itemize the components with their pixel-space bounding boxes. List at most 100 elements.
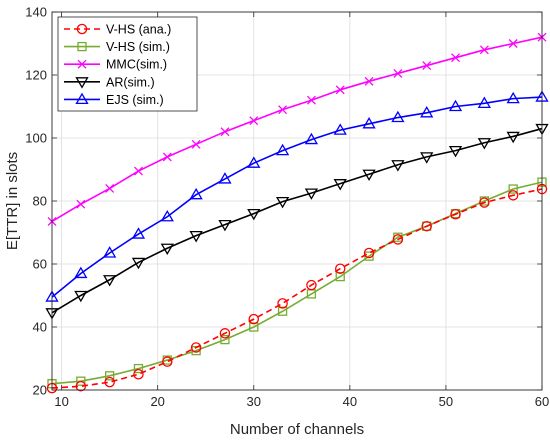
data-point [275, 196, 290, 209]
data-point [306, 95, 316, 105]
data-point [421, 220, 432, 232]
data-point [420, 152, 434, 164]
series-line [51, 181, 543, 385]
series-4 [45, 123, 549, 320]
y-axis-label: E[TTR] in slots [4, 152, 21, 250]
data-point [450, 208, 461, 220]
y-tick-label: 60 [33, 257, 47, 272]
data-point [304, 188, 319, 200]
data-point [506, 131, 520, 144]
data-point [104, 371, 115, 381]
data-point [162, 152, 172, 162]
y-tick-label: 40 [33, 320, 47, 335]
axis-ticks: 10 20 30 40 50 60 20 40 60 80 100 120 140 [25, 5, 549, 410]
series-1 [46, 183, 548, 394]
data-point [190, 342, 202, 353]
y-tick-label: 100 [25, 131, 47, 146]
x-tick-label: 10 [54, 394, 68, 409]
data-point [304, 132, 319, 145]
data-point [134, 166, 143, 176]
legend-entry: EJS (sim.) [64, 92, 164, 107]
data-point [247, 208, 261, 221]
legend-marker [75, 77, 89, 89]
data-point [448, 99, 463, 112]
data-point [218, 172, 232, 184]
legend-label: V-HS (sim.) [106, 40, 170, 54]
data-point [391, 110, 405, 123]
x-tick-label: 50 [439, 394, 453, 409]
grid [52, 11, 543, 391]
legend-label: AR(sim.) [106, 75, 155, 89]
legend-marker [77, 41, 87, 52]
data-point [76, 376, 86, 386]
data-point [75, 380, 87, 392]
data-point [189, 231, 203, 243]
legend-entry: V-HS (sim.) [64, 40, 170, 54]
x-tick-label: 30 [247, 394, 261, 409]
y-tick-label: 140 [25, 5, 47, 20]
data-point [334, 263, 346, 274]
data-point [477, 138, 491, 150]
legend-entry: AR(sim.) [64, 75, 155, 89]
data-point [74, 290, 88, 303]
data-point [105, 183, 115, 193]
data-point [363, 247, 375, 259]
data-point [477, 96, 491, 108]
legend: V-HS (ana.) V-HS (sim.) MMC(sim.) AR(sim.) E… [57, 16, 198, 112]
data-point [333, 123, 347, 135]
legend-entry: V-HS (ana.) [64, 23, 171, 37]
data-point [133, 363, 144, 374]
data-point [220, 127, 230, 137]
data-point [189, 187, 203, 200]
data-point [131, 227, 146, 239]
plot-frame [51, 11, 543, 391]
data-point [104, 376, 115, 388]
data-point [507, 190, 519, 201]
x-tick-label: 20 [150, 394, 164, 409]
data-point [362, 169, 376, 182]
data-point [508, 39, 518, 48]
data-point [103, 246, 117, 258]
data-point [333, 179, 347, 191]
x-axis-label: Number of channels [230, 421, 364, 438]
data-point [448, 145, 463, 158]
y-tick-label: 80 [33, 194, 47, 209]
legend-marker [76, 23, 88, 35]
series-layer [45, 32, 549, 394]
data-point [160, 243, 174, 256]
data-point [275, 143, 290, 156]
data-point [362, 117, 376, 129]
data-point [133, 368, 144, 380]
legend-label: MMC(sim.) [106, 58, 167, 72]
x-tick-label: 40 [343, 394, 357, 409]
data-point [247, 156, 261, 168]
legend-label: V-HS (ana.) [106, 23, 171, 37]
data-point [74, 266, 88, 279]
data-point [364, 76, 374, 86]
legend-marker [75, 92, 89, 105]
data-point [191, 139, 201, 149]
data-point [103, 275, 117, 287]
data-point [393, 68, 403, 78]
data-point [278, 105, 288, 115]
x-tick-label: 60 [535, 394, 549, 409]
legend-marker [77, 59, 87, 69]
data-point [220, 334, 230, 345]
data-point [422, 61, 432, 71]
data-point [335, 85, 345, 95]
data-point [392, 234, 404, 245]
data-point [277, 298, 288, 309]
legend-label: EJS (sim.) [106, 93, 164, 107]
data-point [219, 328, 231, 339]
data-point [249, 116, 259, 126]
data-point [479, 197, 490, 208]
data-point [391, 160, 405, 172]
data-point [162, 356, 173, 367]
legend-entry: MMC(sim.) [64, 58, 167, 72]
data-point [76, 199, 86, 209]
data-point [508, 184, 518, 194]
data-point [479, 45, 489, 55]
y-tick-label: 20 [33, 383, 47, 398]
data-point [420, 106, 434, 118]
data-point [249, 322, 259, 332]
